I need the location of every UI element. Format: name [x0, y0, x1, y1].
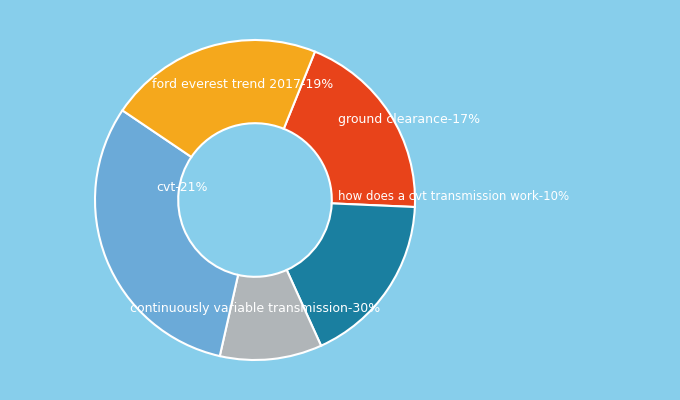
- Text: how does a cvt transmission work-10%: how does a cvt transmission work-10%: [338, 190, 569, 203]
- Wedge shape: [284, 52, 415, 207]
- Text: ford everest trend 2017-19%: ford everest trend 2017-19%: [152, 78, 333, 91]
- Wedge shape: [95, 110, 238, 356]
- Text: cvt-21%: cvt-21%: [156, 181, 207, 194]
- Wedge shape: [287, 203, 415, 346]
- Wedge shape: [220, 270, 321, 360]
- Wedge shape: [122, 40, 315, 157]
- Text: ground clearance-17%: ground clearance-17%: [338, 114, 480, 126]
- Text: continuously variable transmission-30%: continuously variable transmission-30%: [130, 302, 380, 315]
